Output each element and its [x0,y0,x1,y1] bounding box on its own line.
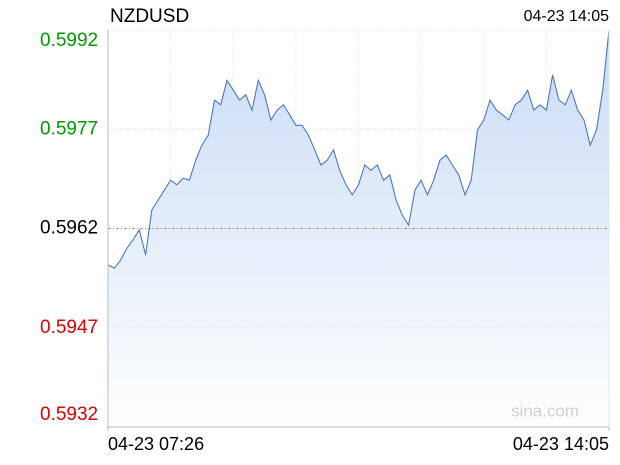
y-tick-label: 0.5932 [40,404,98,425]
line [107,29,610,269]
y-tick-label: 0.5977 [40,118,98,139]
x-tick-label: 04-23 14:05 [513,434,609,454]
chart-title: NZDUSD [110,6,189,27]
y-tick-label: 0.5947 [40,317,98,338]
y-tick-label: 0.5962 [40,218,98,239]
timestamp: 04-23 14:05 [524,8,610,25]
x-tick-label: 04-23 07:26 [108,434,204,454]
y-tick-label: 0.5992 [40,30,98,51]
watermark: sina.com [511,401,579,420]
